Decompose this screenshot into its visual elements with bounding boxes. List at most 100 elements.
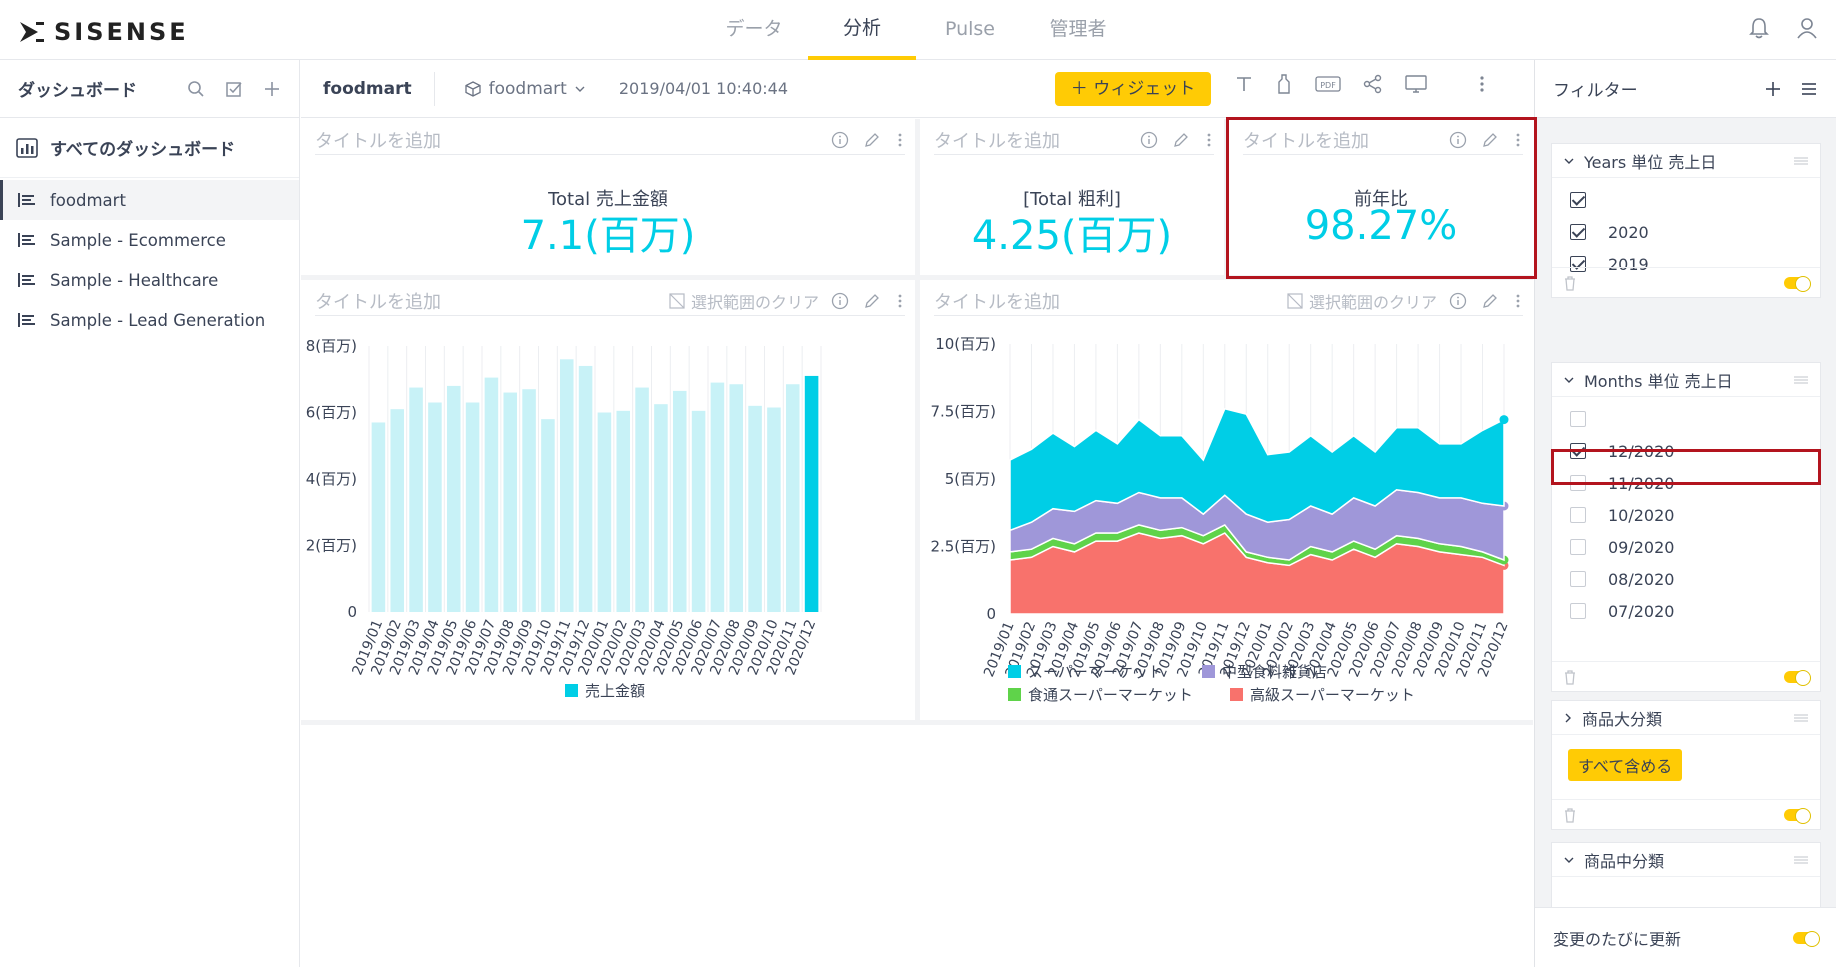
more-vertical-icon[interactable] <box>1513 292 1523 310</box>
checkbox[interactable] <box>1570 539 1586 555</box>
widget-title[interactable]: タイトルを追加 <box>315 130 441 152</box>
sidebar-item-foodmart[interactable]: foodmart <box>0 180 299 220</box>
info-icon[interactable] <box>1449 131 1467 149</box>
trash-icon[interactable] <box>1562 807 1578 823</box>
include-all-button[interactable]: すべて含める <box>1568 749 1683 781</box>
info-icon[interactable] <box>1449 292 1467 310</box>
checkbox[interactable] <box>1570 571 1586 587</box>
select-all-row[interactable] <box>1552 184 1820 216</box>
chevron-down-icon[interactable] <box>1564 157 1574 165</box>
filter-enable-toggle[interactable] <box>1784 275 1811 292</box>
bar-chart[interactable]: 02(百万)4(百万)6(百万)8(百万)2019/012019/022019/… <box>301 320 915 720</box>
chevron-right-icon[interactable] <box>1564 713 1572 723</box>
tab-analytics[interactable]: 分析 <box>808 0 916 60</box>
sidebar-item-lead-generation[interactable]: Sample - Lead Generation <box>0 300 299 340</box>
edit-pencil-icon[interactable] <box>1172 131 1190 149</box>
filter-option[interactable]: 08/2020 <box>1552 563 1820 595</box>
datasource-selector[interactable]: foodmart <box>435 79 585 99</box>
bar <box>635 387 649 612</box>
kpi-widget-sales[interactable]: タイトルを追加 Total 売上金額 7.1(百万) <box>301 119 915 275</box>
info-icon[interactable] <box>1140 131 1158 149</box>
sidebar-item-ecommerce[interactable]: Sample - Ecommerce <box>0 220 299 260</box>
clear-selection-button[interactable]: 選択範囲のクリア <box>1287 289 1437 313</box>
more-vertical-icon[interactable] <box>1513 131 1523 149</box>
trash-icon[interactable] <box>1562 669 1578 685</box>
check-square-icon[interactable] <box>225 80 243 98</box>
text-widget-icon[interactable] <box>1235 74 1253 94</box>
add-filter-icon[interactable] <box>1764 80 1782 98</box>
filter-years[interactable]: Years 単位 売上日 2020 2019 <box>1551 143 1821 298</box>
more-vertical-icon[interactable] <box>1475 74 1489 94</box>
filter-enable-toggle[interactable] <box>1784 669 1811 686</box>
filter-option[interactable]: 09/2020 <box>1552 531 1820 563</box>
chevron-down-icon[interactable] <box>1564 376 1574 384</box>
checkbox[interactable] <box>1570 256 1586 272</box>
widget-title[interactable]: タイトルを追加 <box>934 130 1060 152</box>
user-icon[interactable] <box>1796 16 1818 40</box>
info-icon[interactable] <box>831 131 849 149</box>
kpi-widget-yoy[interactable]: タイトルを追加 前年比 98.27% <box>1229 119 1533 275</box>
bar <box>541 419 555 612</box>
tab-data[interactable]: データ <box>725 18 783 40</box>
clear-selection-button[interactable]: 選択範囲のクリア <box>669 289 819 313</box>
bar <box>465 402 480 612</box>
kpi-widget-gross-profit[interactable]: タイトルを追加 [Total 粗利] 4.25(百万) <box>920 119 1224 275</box>
tab-pulse[interactable]: Pulse <box>944 18 996 40</box>
trash-icon[interactable] <box>1562 275 1578 291</box>
tab-admin[interactable]: 管理者 <box>1049 18 1107 40</box>
select-all-checkbox[interactable] <box>1570 192 1586 208</box>
filter-months[interactable]: Months 単位 売上日 12/2020 11/2020 10/2020 09… <box>1551 362 1821 692</box>
filter-option-label: 07/2020 <box>1608 601 1675 621</box>
edit-pencil-icon[interactable] <box>863 131 881 149</box>
list-icon <box>18 233 35 247</box>
share-icon[interactable] <box>1363 74 1383 94</box>
pdf-icon[interactable]: PDF <box>1315 74 1341 94</box>
menu-icon[interactable] <box>1800 81 1818 97</box>
bar-chart-widget[interactable]: タイトルを追加 選択範囲のクリア 0 2(百万) 4(百万) 6(百万) 8(百万) 20… <box>301 280 915 720</box>
more-vertical-icon[interactable] <box>895 292 905 310</box>
last-updated-timestamp: 2019/04/01 10:40:44 <box>618 79 789 98</box>
filter-option[interactable]: 07/2020 <box>1552 595 1820 627</box>
edit-pencil-icon[interactable] <box>1481 131 1499 149</box>
edit-pencil-icon[interactable] <box>863 292 881 310</box>
sisense-logo[interactable]: SISENSE <box>18 18 189 46</box>
drag-handle-icon[interactable] <box>1794 713 1808 723</box>
add-widget-button[interactable]: ＋ ウィジェット <box>1055 72 1211 106</box>
checkbox[interactable] <box>1570 224 1586 240</box>
all-dashboards-link[interactable]: すべてのダッシュボード <box>0 118 299 178</box>
more-vertical-icon[interactable] <box>895 131 905 149</box>
bottle-icon[interactable] <box>1275 74 1293 94</box>
area-chart-widget[interactable]: タイトルを追加 選択範囲のクリア 0 2.5(百万) 5(百万) 7.5(百万) 10(… <box>920 280 1533 720</box>
plus-icon[interactable] <box>263 80 281 98</box>
info-icon[interactable] <box>831 292 849 310</box>
search-icon[interactable] <box>187 80 205 98</box>
select-all-row[interactable] <box>1552 403 1820 435</box>
more-vertical-icon[interactable] <box>1204 131 1214 149</box>
filter-option[interactable]: 10/2020 <box>1552 499 1820 531</box>
dashboard-icon <box>16 137 38 158</box>
widget-title[interactable]: タイトルを追加 <box>315 291 441 313</box>
filter-panel: フィルター Years 単位 売上日 2020 2019 Months 単位 売… <box>1534 60 1836 967</box>
drag-handle-icon[interactable] <box>1794 375 1808 385</box>
sidebar-item-label: foodmart <box>50 190 126 210</box>
checkbox[interactable] <box>1570 603 1586 619</box>
drag-handle-icon[interactable] <box>1794 855 1808 865</box>
filter-enable-toggle[interactable] <box>1784 807 1811 824</box>
filter-option[interactable]: 2019 <box>1552 248 1820 280</box>
auto-update-toggle[interactable] <box>1793 930 1820 947</box>
dashboard-sidebar: ダッシュボード すべてのダッシュボード foodmart Sample - Ec… <box>0 60 300 967</box>
drag-handle-icon[interactable] <box>1794 156 1808 166</box>
monitor-icon[interactable] <box>1405 74 1427 94</box>
filter-option[interactable]: 2020 <box>1552 216 1820 248</box>
widget-title[interactable]: タイトルを追加 <box>934 291 1060 313</box>
chevron-down-icon[interactable] <box>1564 856 1574 864</box>
widget-title[interactable]: タイトルを追加 <box>1243 130 1369 152</box>
filter-category-large[interactable]: 商品大分類 すべて含める <box>1551 700 1821 830</box>
edit-pencil-icon[interactable] <box>1481 292 1499 310</box>
select-all-checkbox[interactable] <box>1570 411 1586 427</box>
checkbox[interactable] <box>1570 507 1586 523</box>
filter-category-mid[interactable]: 商品中分類 <box>1551 842 1821 912</box>
sidebar-item-healthcare[interactable]: Sample - Healthcare <box>0 260 299 300</box>
area-chart[interactable]: 02.5(百万)5(百万)7.5(百万)10(百万)2019/012019/02… <box>920 320 1533 720</box>
bell-icon[interactable] <box>1748 16 1770 40</box>
